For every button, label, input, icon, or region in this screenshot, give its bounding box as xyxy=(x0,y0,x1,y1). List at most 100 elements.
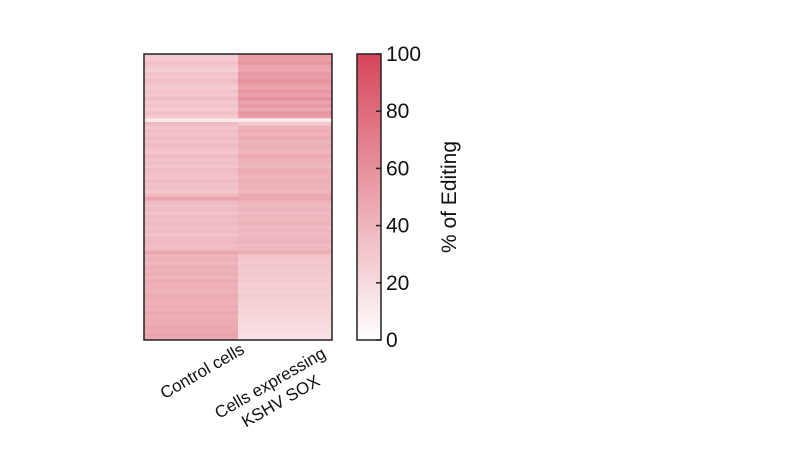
heatmap-cell xyxy=(144,232,239,237)
colorbar-tick-label: 0 xyxy=(386,329,398,352)
heatmap-cell xyxy=(144,272,239,277)
heatmap-cell xyxy=(238,182,333,187)
heatmap-cell xyxy=(144,268,239,273)
heatmap-cell xyxy=(144,261,239,266)
heatmap-cell xyxy=(238,164,333,169)
heatmap-cell xyxy=(144,100,239,105)
heatmap-cell xyxy=(238,168,333,173)
heatmap-cell xyxy=(144,75,239,80)
heatmap-cell xyxy=(144,236,239,241)
heatmap-cell xyxy=(238,143,333,148)
heatmap-cell xyxy=(238,247,333,252)
heatmap-cell xyxy=(144,64,239,69)
heatmap-cell xyxy=(238,318,333,323)
heatmap-cell xyxy=(144,229,239,234)
heatmap-cell xyxy=(238,61,333,66)
heatmap-cell xyxy=(144,275,239,280)
heatmap-cell xyxy=(238,154,333,159)
heatmap-cell xyxy=(144,54,239,58)
colorbar-tick-label: 80 xyxy=(386,100,409,123)
heatmap-cell xyxy=(144,104,239,109)
heatmap-cell xyxy=(238,236,333,241)
heatmap-cell xyxy=(238,100,333,105)
heatmap-cell xyxy=(238,89,333,94)
heatmap-cell xyxy=(144,111,239,116)
heatmap-cell xyxy=(238,79,333,83)
heatmap-cell xyxy=(144,322,239,327)
heatmap-cell xyxy=(144,225,239,230)
heatmap-cell xyxy=(144,136,239,141)
heatmap-cell xyxy=(238,225,333,230)
heatmap-cell xyxy=(144,286,239,291)
heatmap-cell xyxy=(144,304,239,309)
heatmap-cell xyxy=(238,193,333,198)
heatmap-cell xyxy=(144,164,239,169)
heatmap-cell xyxy=(238,197,333,201)
heatmap-cell xyxy=(238,279,333,284)
heatmap-cell xyxy=(238,136,333,141)
heatmap-cell xyxy=(238,107,333,112)
heatmap-cell xyxy=(144,107,239,112)
heatmap-cell xyxy=(144,146,239,151)
heatmap-cell xyxy=(144,239,239,244)
heatmap-cell xyxy=(144,222,239,226)
heatmap-cell xyxy=(238,304,333,309)
heatmap-cell xyxy=(144,207,239,212)
heatmap-cell xyxy=(144,204,239,209)
heatmap-cell xyxy=(144,314,239,319)
heatmap-cell xyxy=(144,179,239,184)
heatmap-cell xyxy=(144,279,239,284)
heatmap-cell xyxy=(238,275,333,280)
heatmap-cell xyxy=(144,143,239,148)
colorbar-tick-label: 20 xyxy=(386,272,409,295)
heatmap-cell xyxy=(144,200,239,205)
heatmap-cell xyxy=(144,311,239,316)
heatmap-cell xyxy=(238,264,333,269)
heatmap-cell xyxy=(238,150,333,155)
heatmap-cell xyxy=(144,125,239,130)
heatmap-cell xyxy=(238,243,333,248)
heatmap-cell xyxy=(238,261,333,266)
heatmap-cell xyxy=(238,300,333,305)
heatmap-cell xyxy=(238,204,333,209)
heatmap-cell xyxy=(238,218,333,223)
heatmap-cell xyxy=(238,200,333,205)
heatmap-cell xyxy=(144,186,239,191)
heatmap-cell xyxy=(238,239,333,244)
heatmap-cell xyxy=(238,171,333,176)
heatmap-cell xyxy=(144,193,239,198)
heatmap-cell xyxy=(144,168,239,173)
heatmap-cell xyxy=(144,197,239,201)
heatmap-cell xyxy=(238,139,333,144)
heatmap-cell xyxy=(144,61,239,66)
heatmap-cell xyxy=(238,64,333,69)
heatmap-cell xyxy=(144,157,239,162)
heatmap-cell xyxy=(144,161,239,166)
heatmap-cell xyxy=(238,82,333,87)
heatmap-frame xyxy=(143,53,333,341)
heatmap-cell xyxy=(144,282,239,287)
heatmap-cell xyxy=(144,96,239,101)
heatmap-cell xyxy=(238,329,333,334)
heatmap-cell xyxy=(238,125,333,130)
heatmap-cell xyxy=(144,68,239,73)
heatmap-cell xyxy=(238,129,333,134)
heatmap-cell xyxy=(238,289,333,294)
heatmap-cell xyxy=(144,114,239,119)
heatmap-cell xyxy=(238,293,333,298)
heatmap-cell xyxy=(238,286,333,291)
heatmap-cell xyxy=(238,86,333,91)
heatmap-cell xyxy=(144,307,239,312)
heatmap-cell xyxy=(144,264,239,269)
heatmap-cell xyxy=(144,93,239,98)
heatmap-cell xyxy=(144,82,239,87)
heatmap-cell xyxy=(144,254,239,259)
heatmap-cell xyxy=(144,118,239,123)
heatmap-cell xyxy=(144,336,239,341)
heatmap-cell xyxy=(144,214,239,219)
heatmap-cell xyxy=(144,86,239,91)
heatmap-cell xyxy=(144,211,239,216)
heatmap-cell xyxy=(238,132,333,137)
heatmap-cell xyxy=(238,175,333,180)
heatmap-cell xyxy=(144,182,239,187)
